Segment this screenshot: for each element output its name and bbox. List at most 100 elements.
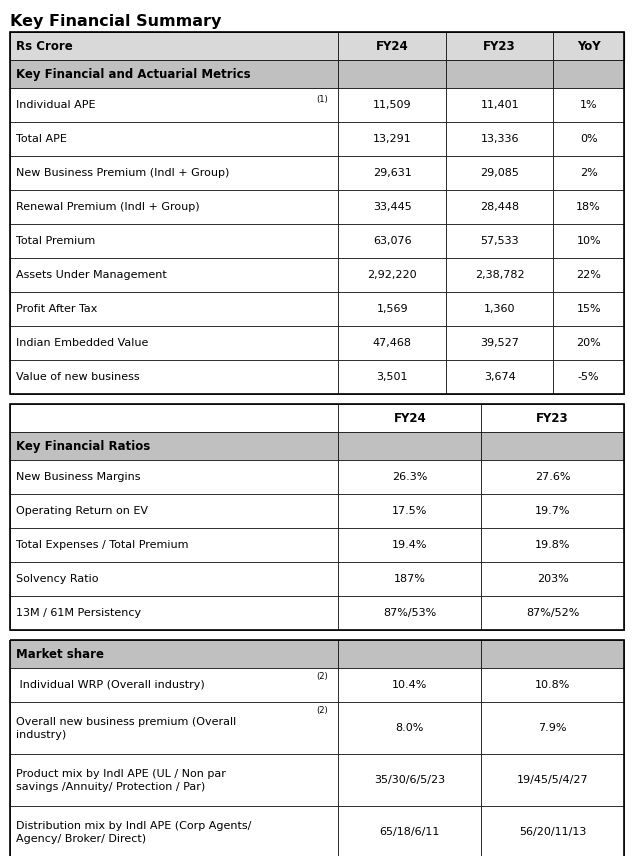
Text: Distribution mix by Indl APE (Corp Agents/: Distribution mix by Indl APE (Corp Agent… [16, 821, 251, 831]
Bar [10, 668, 339, 702]
Bar [339, 754, 481, 806]
Bar [10, 32, 339, 60]
Text: 29,085: 29,085 [480, 168, 519, 178]
Bar [10, 404, 339, 432]
Text: Key Financial Summary: Key Financial Summary [10, 14, 221, 29]
Text: YoY: YoY [577, 39, 600, 52]
Text: 87%/53%: 87%/53% [383, 608, 436, 618]
Text: 20%: 20% [576, 338, 601, 348]
Text: industry): industry) [16, 730, 66, 740]
Text: (2): (2) [316, 671, 328, 681]
Bar [10, 60, 624, 88]
Text: Total Expenses / Total Premium: Total Expenses / Total Premium [16, 540, 188, 550]
Bar [553, 88, 624, 122]
Bar [10, 32, 624, 60]
Text: FY24: FY24 [376, 39, 408, 52]
Bar [553, 258, 624, 292]
Text: 11,509: 11,509 [373, 100, 411, 110]
Text: 26.3%: 26.3% [392, 472, 427, 482]
Text: Key Financial and Actuarial Metrics: Key Financial and Actuarial Metrics [16, 68, 250, 80]
Text: New Business Premium (Indl + Group): New Business Premium (Indl + Group) [16, 168, 230, 178]
Bar [339, 404, 481, 432]
Bar [481, 432, 624, 460]
Bar [481, 754, 624, 806]
Bar [339, 32, 446, 60]
Bar [10, 190, 339, 224]
Text: 87%/52%: 87%/52% [526, 608, 579, 618]
Bar [10, 640, 339, 668]
Bar [339, 528, 481, 562]
Text: 65/18/6/11: 65/18/6/11 [380, 827, 440, 837]
Bar [10, 32, 624, 394]
Text: 63,076: 63,076 [373, 236, 411, 246]
Text: 17.5%: 17.5% [392, 506, 427, 516]
Text: 56/20/11/13: 56/20/11/13 [519, 827, 586, 837]
Bar [553, 156, 624, 190]
Text: 7.9%: 7.9% [538, 723, 567, 733]
Text: 187%: 187% [394, 574, 426, 584]
Bar [553, 122, 624, 156]
Bar [553, 326, 624, 360]
Bar [339, 190, 446, 224]
Bar [10, 156, 339, 190]
Text: (1): (1) [316, 94, 328, 104]
Bar [446, 88, 553, 122]
Text: 57,533: 57,533 [481, 236, 519, 246]
Text: 0%: 0% [580, 134, 597, 144]
Bar [446, 224, 553, 258]
Text: Value of new business: Value of new business [16, 372, 139, 382]
Bar [446, 258, 553, 292]
Text: Market share: Market share [16, 647, 104, 661]
Text: Overall new business premium (Overall: Overall new business premium (Overall [16, 717, 236, 727]
Text: 10%: 10% [576, 236, 601, 246]
Bar [339, 224, 446, 258]
Bar [446, 190, 553, 224]
Bar [10, 326, 339, 360]
Bar [10, 460, 339, 494]
Bar [339, 460, 481, 494]
Text: Total APE: Total APE [16, 134, 67, 144]
Text: (2): (2) [316, 705, 328, 715]
Bar [481, 702, 624, 754]
Bar [10, 528, 339, 562]
Bar [446, 292, 553, 326]
Text: 13,336: 13,336 [481, 134, 519, 144]
Bar [339, 668, 481, 702]
Text: 2,38,782: 2,38,782 [475, 270, 524, 280]
Bar [339, 88, 446, 122]
Text: 19/45/5/4/27: 19/45/5/4/27 [517, 775, 588, 785]
Text: FY24: FY24 [394, 412, 426, 425]
Bar [10, 360, 339, 394]
Bar [481, 596, 624, 630]
Bar [339, 122, 446, 156]
Text: 1,360: 1,360 [484, 304, 515, 314]
Bar [339, 596, 481, 630]
Text: 19.7%: 19.7% [535, 506, 571, 516]
Text: Indian Embedded Value: Indian Embedded Value [16, 338, 148, 348]
Text: 8.0%: 8.0% [396, 723, 424, 733]
Text: 3,674: 3,674 [484, 372, 515, 382]
Bar [339, 806, 481, 856]
Bar [446, 156, 553, 190]
Bar [10, 258, 339, 292]
Bar [10, 432, 339, 460]
Text: 18%: 18% [576, 202, 601, 212]
Bar [446, 326, 553, 360]
Text: 13M / 61M Persistency: 13M / 61M Persistency [16, 608, 141, 618]
Text: Individual APE: Individual APE [16, 100, 96, 110]
Bar [10, 404, 624, 630]
Text: 2,92,220: 2,92,220 [367, 270, 417, 280]
Bar [481, 668, 624, 702]
Text: 19.8%: 19.8% [535, 540, 571, 550]
Text: savings /Annuity/ Protection / Par): savings /Annuity/ Protection / Par) [16, 782, 205, 792]
Text: Profit After Tax: Profit After Tax [16, 304, 98, 314]
Bar [446, 122, 553, 156]
Text: 203%: 203% [537, 574, 569, 584]
Bar [10, 640, 624, 856]
Bar [10, 494, 339, 528]
Bar [446, 60, 553, 88]
Text: Solvency Ratio: Solvency Ratio [16, 574, 98, 584]
Text: 1%: 1% [580, 100, 597, 110]
Text: 3,501: 3,501 [377, 372, 408, 382]
Text: Agency/ Broker/ Direct): Agency/ Broker/ Direct) [16, 834, 146, 844]
